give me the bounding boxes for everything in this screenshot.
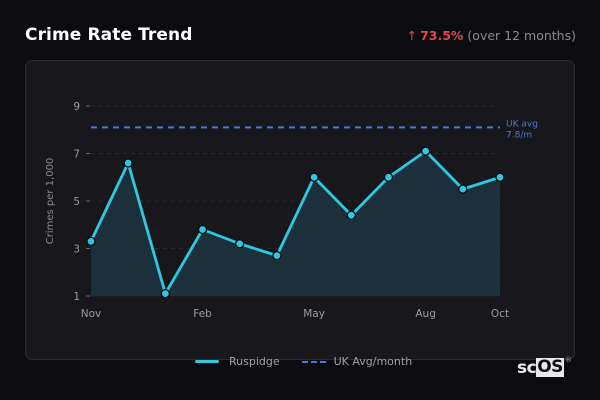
data-point[interactable] [458, 184, 468, 194]
chart-legend: Ruspidge UK Avg/month [195, 355, 434, 368]
x-tick-label: Aug [415, 308, 436, 320]
data-point[interactable] [235, 239, 245, 249]
uk-average-annotation: UK avg [506, 119, 538, 129]
y-axis-label: Crimes per 1,000 [45, 158, 56, 245]
series-line [89, 149, 501, 296]
scos-logo: sc OS ® [517, 356, 572, 378]
change-indicator: ↑ 73.5% (over 12 months) [407, 28, 576, 43]
data-point[interactable] [86, 236, 96, 247]
legend-label-series: Ruspidge [229, 355, 280, 368]
legend-item-average[interactable]: UK Avg/month [301, 355, 413, 368]
data-point[interactable] [346, 210, 356, 220]
data-point[interactable] [160, 288, 171, 299]
data-point[interactable] [197, 224, 208, 235]
data-point[interactable] [309, 172, 319, 182]
series-area [91, 151, 500, 296]
y-tick-label: 9 [73, 101, 80, 113]
logo-prefix: sc [517, 358, 537, 378]
legend-item-series[interactable]: Ruspidge [195, 355, 280, 368]
logo-highlight: OS [536, 357, 564, 377]
x-tick-label: Feb [193, 308, 212, 320]
y-tick-label: 7 [73, 149, 80, 161]
change-percent: 73.5% [420, 28, 464, 43]
data-point[interactable] [272, 250, 282, 261]
y-tick-label: 5 [73, 196, 80, 208]
uk-average-annotation-value: 7.8/m [506, 130, 532, 140]
solid-line-swatch-icon [195, 360, 219, 363]
data-point[interactable] [383, 172, 394, 182]
page-title: Crime Rate Trend [25, 25, 193, 45]
data-point[interactable] [420, 146, 431, 156]
x-tick-label: May [303, 308, 325, 320]
x-tick-label: Nov [81, 308, 102, 320]
up-arrow-icon: ↑ [406, 28, 418, 43]
legend-label-average: UK Avg/month [333, 355, 413, 368]
dashed-line-swatch-icon [301, 360, 326, 363]
y-tick-label: 1 [73, 291, 80, 303]
x-tick-label: Oct [491, 308, 509, 320]
change-note: (over 12 months) [467, 28, 576, 43]
registered-mark-icon: ® [564, 356, 572, 364]
y-tick-label: 3 [73, 244, 80, 256]
data-point[interactable] [495, 172, 505, 182]
data-point[interactable] [123, 158, 133, 168]
